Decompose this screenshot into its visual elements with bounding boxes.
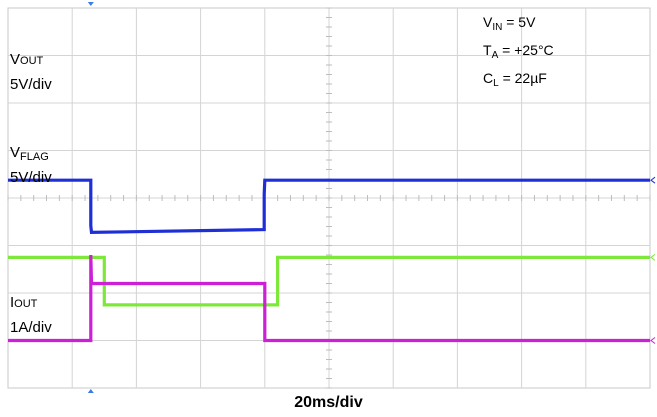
condition-cl: CL = 22µF [483, 70, 547, 89]
graticule-grid [7, 7, 651, 389]
trigger-marker-bottom [87, 389, 94, 393]
vout-trace [8, 178, 650, 235]
condition-vin: VIN = 5V [483, 14, 536, 33]
vout-scale-label: 5V/div [10, 76, 52, 93]
vflag-channel-label: VFLAG [10, 144, 49, 163]
vflag-scale-label: 5V/div [10, 169, 52, 186]
waveform-traces [8, 2, 656, 393]
trigger-marker-top [87, 2, 94, 6]
iout-scale-label: 1A/div [10, 319, 52, 336]
iout-channel-label: IOUT [10, 294, 38, 311]
vout-channel-label: VOUT [10, 51, 44, 68]
timebase-label: 20ms/div [294, 394, 363, 411]
condition-ta: TA = +25°C [483, 42, 554, 61]
vflag-marker [650, 253, 656, 261]
vout-marker [650, 176, 656, 184]
vflag-trace [8, 255, 650, 307]
iout-trace [8, 254, 650, 343]
iout-marker [650, 337, 656, 344]
